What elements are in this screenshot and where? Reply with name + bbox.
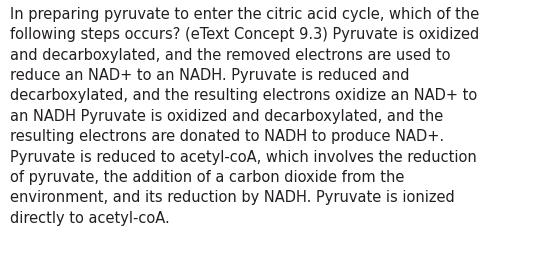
Text: In preparing pyruvate to enter the citric acid cycle, which of the
following ste: In preparing pyruvate to enter the citri… (10, 7, 479, 226)
